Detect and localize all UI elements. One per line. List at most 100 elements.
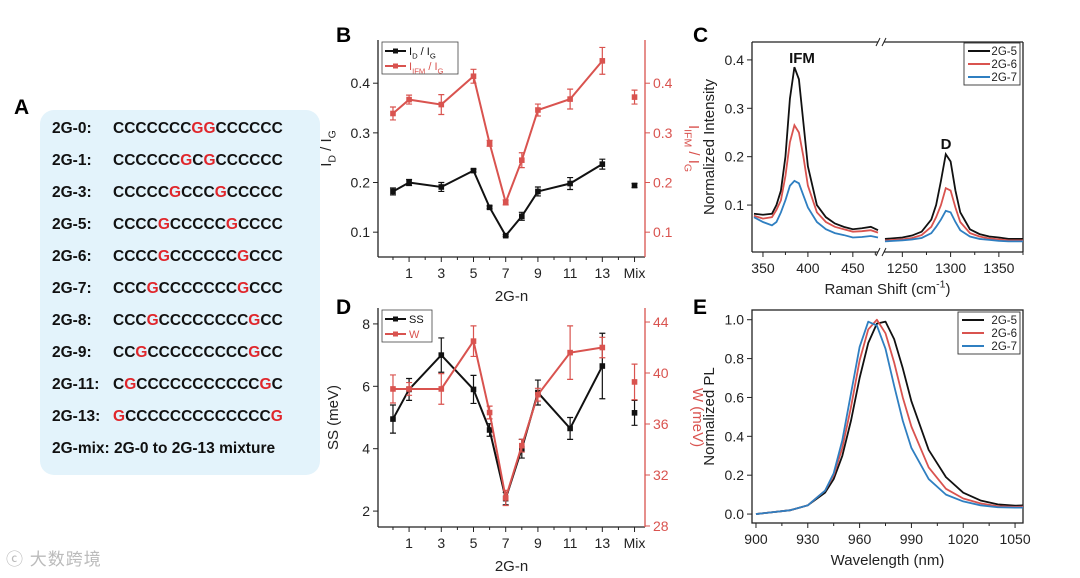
y-axis-title: Normalized PL xyxy=(701,367,718,465)
y-tick-label: 0.2 xyxy=(725,467,745,483)
data-point xyxy=(390,416,396,422)
series-line xyxy=(392,353,604,503)
legend-label: 2G-6 xyxy=(991,59,1017,71)
sequence-label: 2G-13: xyxy=(52,408,101,425)
y2-tick-label: 0.1 xyxy=(653,224,673,240)
x-tick-label: 930 xyxy=(796,531,820,547)
sequence-row: 2G-7: CCCGCCCCCCCGCCC xyxy=(52,280,283,298)
y-axis-title: Normalized Intensity xyxy=(701,79,718,215)
data-point xyxy=(486,204,493,211)
data-point xyxy=(502,199,509,206)
y2-tick-label: 0.3 xyxy=(653,125,673,141)
data-point xyxy=(535,107,541,113)
x-tick-label: 3 xyxy=(437,265,445,281)
series-line xyxy=(392,338,603,499)
data-point xyxy=(519,157,525,163)
data-point xyxy=(390,386,396,392)
sequence-row: 2G-6: CCCCGCCCCCCGCCC xyxy=(52,248,283,266)
x-tick-label: 1050 xyxy=(999,531,1030,547)
x-tick-label: 350 xyxy=(751,260,775,276)
x-tick-label: Mix xyxy=(624,535,646,551)
data-point xyxy=(535,188,541,195)
y-tick-label: 0.2 xyxy=(351,175,371,191)
x-tick-label: 11 xyxy=(563,535,578,551)
sequence: CCGCCCCCCCCCGCC xyxy=(113,344,283,361)
x-tick-label: 1250 xyxy=(887,260,918,276)
sequence-row: 2G-13: GCCCCCCCCCCCCCG xyxy=(52,408,283,426)
y-tick-label: 0.8 xyxy=(725,351,745,367)
legend-label: 2G-7 xyxy=(991,341,1017,353)
data-point xyxy=(438,184,445,190)
spectrum-line xyxy=(753,179,879,239)
data-point xyxy=(502,232,509,239)
x-tick-label: 990 xyxy=(900,531,924,547)
watermark-text: 大数跨境 xyxy=(29,550,102,569)
sequence-row: 2G-11: CGCCCCCCCCCCCGC xyxy=(52,376,283,394)
data-point xyxy=(486,409,493,416)
data-point xyxy=(599,161,606,167)
sequence: CCCGCCCCCCCCGCC xyxy=(113,312,283,329)
data-point xyxy=(631,94,638,100)
legend-label: 2G-5 xyxy=(991,46,1017,58)
sequence: CCCCGCCCCCGCCCC xyxy=(113,216,283,233)
x-tick-label: 3 xyxy=(437,535,445,551)
data-point xyxy=(438,386,445,392)
y2-tick-label: 40 xyxy=(653,365,669,381)
pl-curve xyxy=(755,320,1023,515)
spectrum-line xyxy=(753,122,879,234)
y-tick-label: 0.1 xyxy=(725,197,745,213)
x-tick-label: 400 xyxy=(796,260,820,276)
sequence: CGCCCCCCCCCCCGC xyxy=(113,376,283,393)
sequence: CCCGCCCCCCCGCCC xyxy=(113,280,283,297)
x-axis-title: Raman Shift (cm-1) xyxy=(824,278,950,298)
x-tick-label: 1 xyxy=(405,535,413,551)
series-line xyxy=(392,163,603,238)
x-axis-title: 2G-n xyxy=(495,558,528,575)
y2-tick-label: 0.2 xyxy=(653,175,673,191)
y-tick-label: 1.0 xyxy=(725,312,745,328)
legend-label: 2G-6 xyxy=(991,328,1017,340)
x-tick-label: 1 xyxy=(405,265,413,281)
data-point xyxy=(406,179,412,186)
sequence-label: 2G-5: xyxy=(52,216,92,233)
x-tick-label: 13 xyxy=(595,265,611,281)
sequence: CCCCCCGCGCCCCCC xyxy=(113,152,283,169)
y2-axis-title: IIFM / IG xyxy=(682,125,703,172)
y-tick-label: 8 xyxy=(362,316,370,332)
sequence-label: 2G-11: xyxy=(52,376,100,393)
sequence: CCCCCGCCCGCCCCC xyxy=(113,184,283,201)
sequence-label: 2G-3: xyxy=(52,184,92,201)
series-line xyxy=(392,60,604,206)
watermark: ⓒ 大数跨境 xyxy=(6,545,102,570)
legend-label: W xyxy=(409,329,420,341)
sequence-row: 2G-5: CCCCGCCCCCGCCCC xyxy=(52,216,283,234)
y2-tick-label: 32 xyxy=(653,467,669,483)
data-point xyxy=(567,180,573,187)
data-point xyxy=(631,410,638,416)
data-point xyxy=(470,386,477,393)
y2-tick-label: 44 xyxy=(653,314,669,330)
data-point xyxy=(470,338,477,344)
data-point xyxy=(519,442,525,449)
data-point xyxy=(438,352,445,358)
mixture-line: 2G-mix: 2G-0 to 2G-13 mixture xyxy=(52,440,276,457)
peak-label-d: D xyxy=(941,136,952,153)
y-tick-label: 4 xyxy=(362,441,370,457)
y-tick-label: 0.6 xyxy=(725,389,745,405)
peak-label-ifm: IFM xyxy=(789,50,815,67)
x-axis-title: 2G-n xyxy=(495,288,528,305)
watermark-logo-icon: ⓒ xyxy=(6,550,30,569)
data-point xyxy=(519,213,525,220)
data-point xyxy=(390,188,396,195)
data-point xyxy=(631,379,638,385)
panel-label-e: E xyxy=(693,296,708,319)
y-tick-label: 6 xyxy=(362,378,370,394)
data-point xyxy=(390,110,396,117)
data-point xyxy=(631,182,638,189)
data-point xyxy=(502,495,509,501)
data-point xyxy=(535,391,541,398)
sequence: CCCCGCCCCCCGCCC xyxy=(113,248,283,265)
y-axis-title: SS (meV) xyxy=(325,385,342,450)
sequence-label: 2G-9: xyxy=(52,344,92,361)
data-point xyxy=(486,140,493,147)
